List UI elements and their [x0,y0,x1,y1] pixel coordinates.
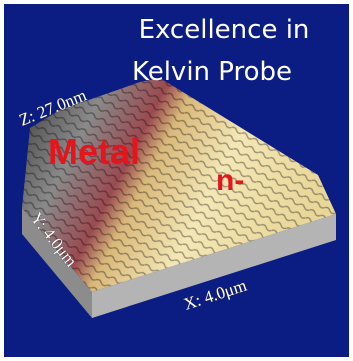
surface-texture [22,78,336,292]
title-line: Kelvin Probe [132,57,292,87]
region-label: n- [216,164,244,197]
region-label: Metal [48,131,140,172]
title-line: Excellence in [139,15,310,45]
slab-front-side [92,214,336,318]
slab-left-side [22,208,92,318]
